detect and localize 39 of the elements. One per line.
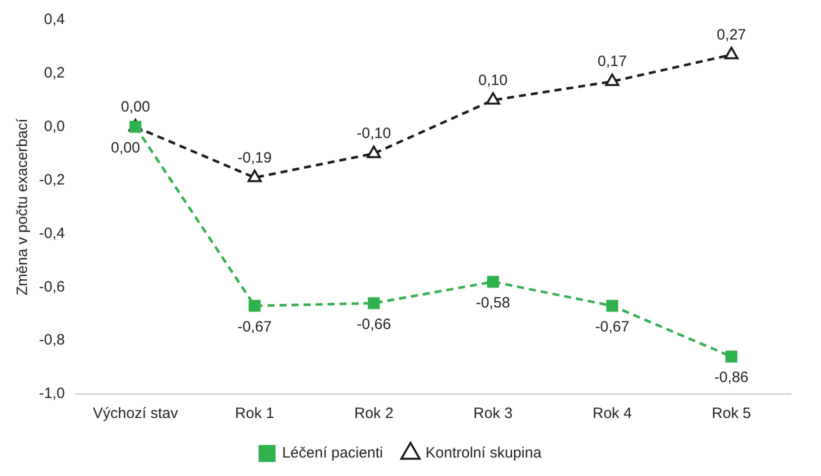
point [605,73,620,86]
x-tick-label: Výchozí stav [92,405,178,422]
data-label: -0,67 [595,318,630,336]
y-tick-label: -0,8 [38,332,65,349]
legend-label: Kontrolní skupina [426,444,542,462]
x-tick-label: Rok 1 [235,405,274,422]
y-tick-label: 0,0 [44,118,65,135]
data-label: -0,86 [714,369,749,386]
data-label: -0,67 [238,318,272,336]
data-label: -0,10 [356,125,391,142]
y-tick-label: -0,2 [38,171,65,188]
data-label: 0,00 [110,140,140,156]
y-axis-title: Změna v počtu exacerbací [14,118,32,296]
point [725,350,738,363]
data-label: 0,27 [716,26,746,44]
point [248,170,262,182]
y-tick-label: -0,6 [38,278,65,296]
y-tick-label: 0,4 [44,11,65,28]
data-label: -0,66 [356,316,391,333]
data-label: -0,58 [476,294,510,312]
y-tick-label: 0,2 [44,64,65,82]
x-tick-label: Rok 5 [712,405,751,422]
x-tick-label: Rok 3 [473,405,513,422]
point [487,276,499,288]
data-label: 0,10 [478,72,508,89]
point [606,300,618,312]
x-tick-label: Rok 4 [592,405,632,422]
point [366,146,381,158]
point [724,46,738,60]
data-label: 0,17 [598,53,627,70]
data-label: 0,00 [120,98,150,116]
x-tick-label: Rok 2 [354,405,394,422]
point [368,297,380,310]
point [248,300,261,312]
data-label: -0,19 [238,149,272,166]
y-tick-label: -0,4 [38,224,65,242]
point [486,92,500,105]
y-tick-label: -1,0 [38,385,65,402]
legend-label: Léčení pacienti [282,444,383,462]
